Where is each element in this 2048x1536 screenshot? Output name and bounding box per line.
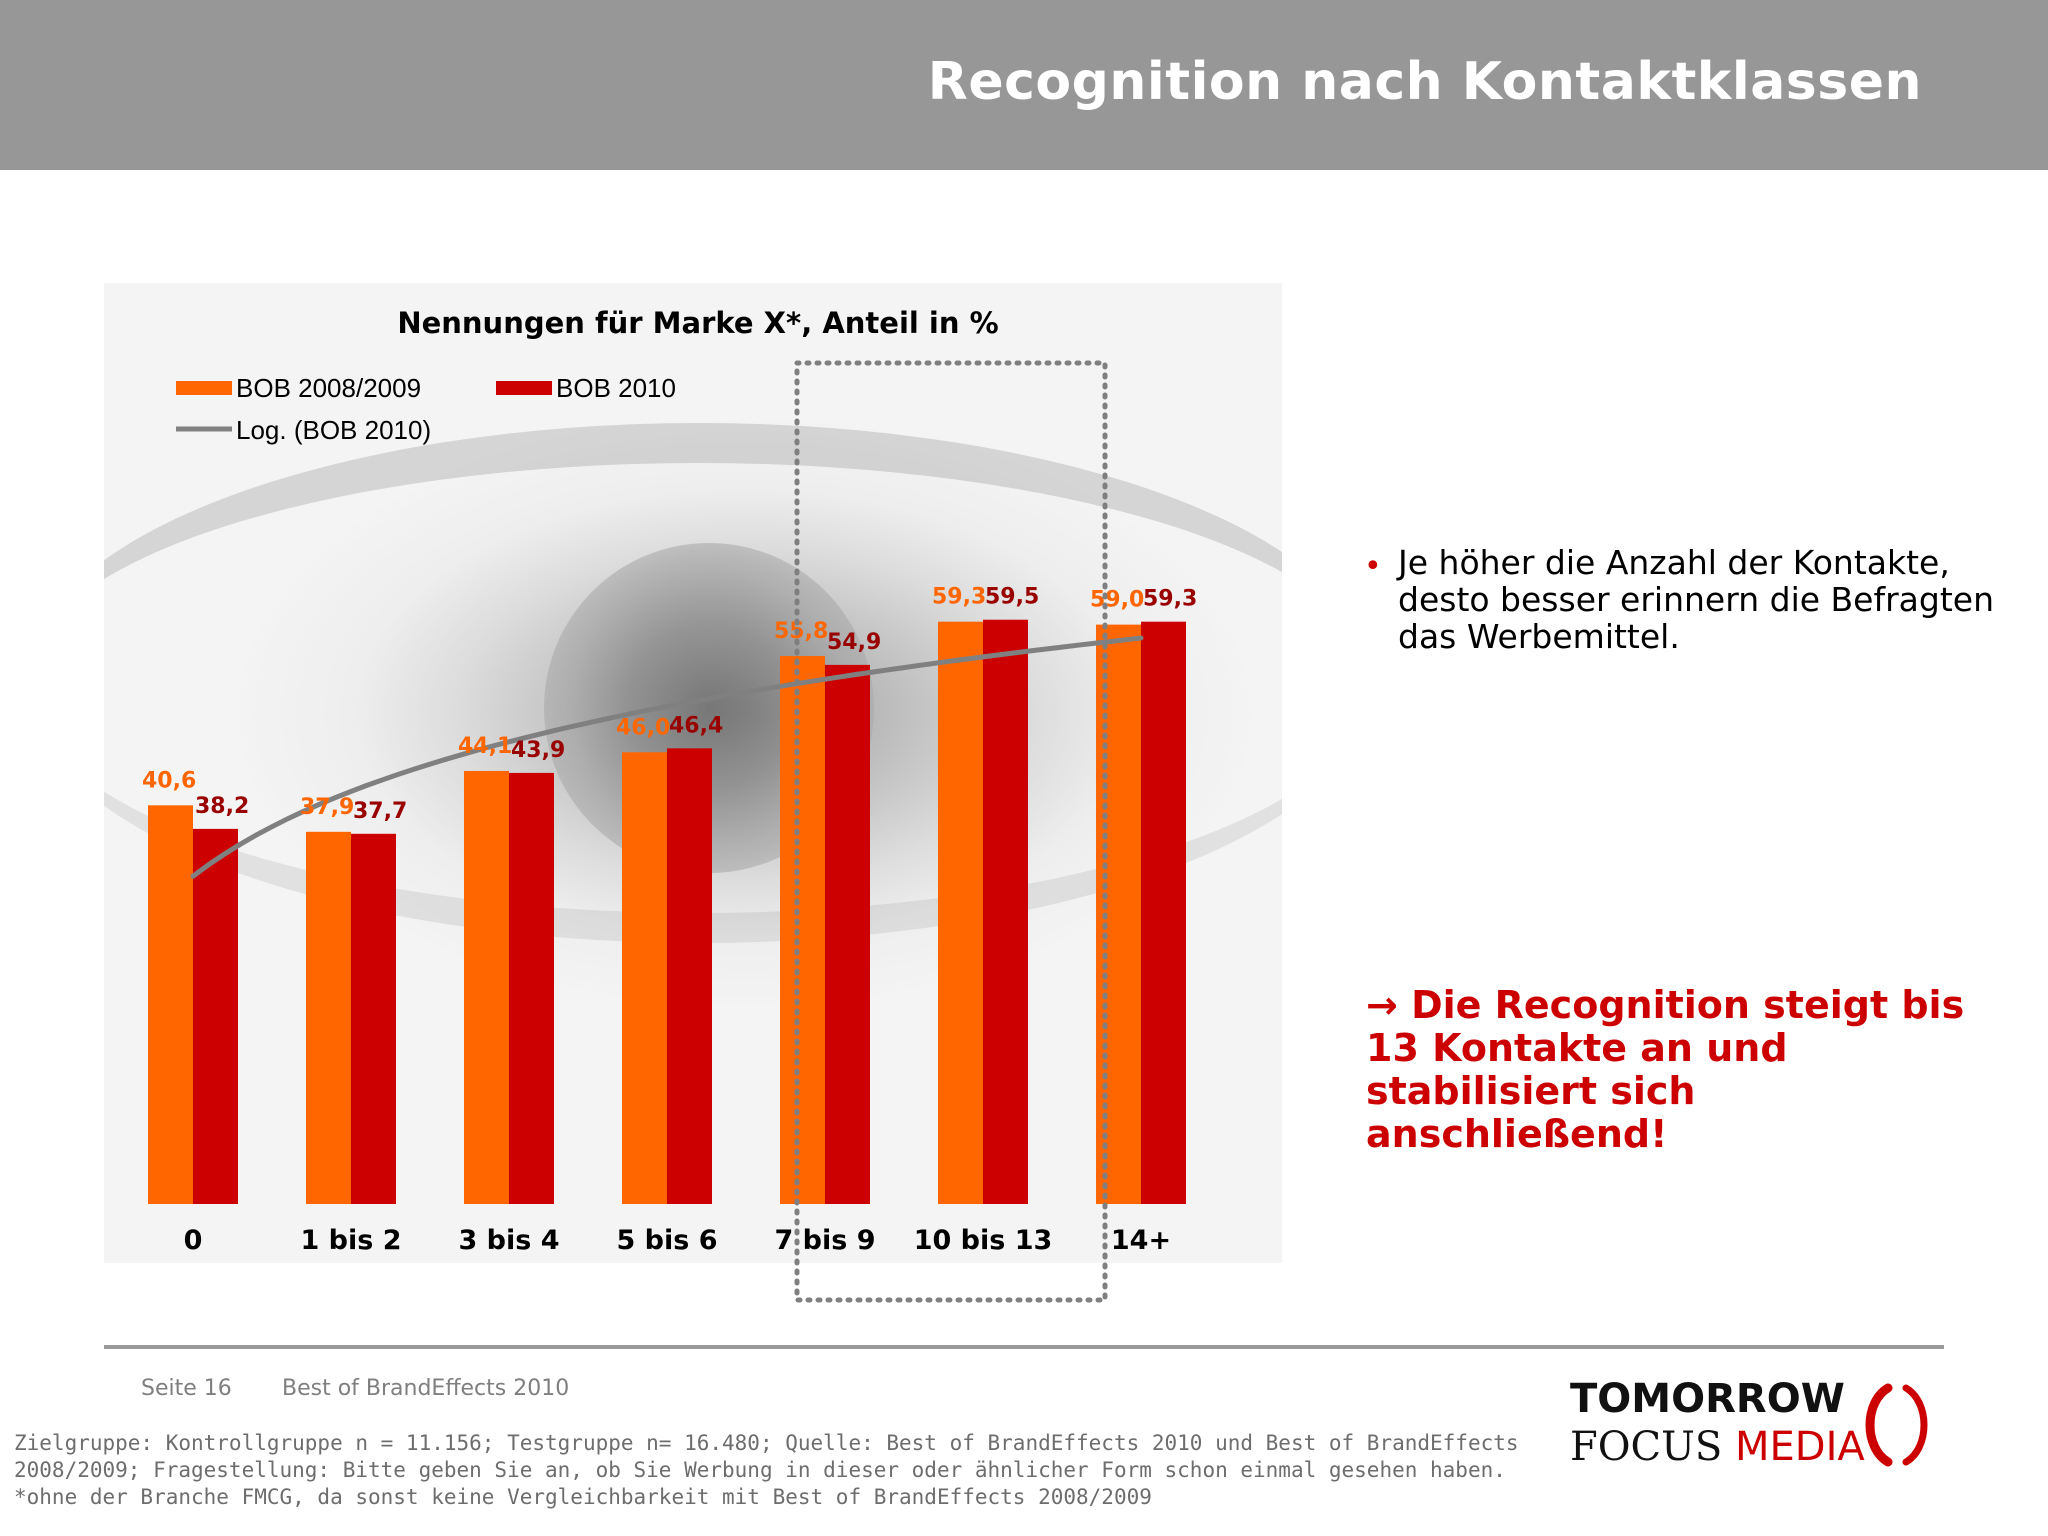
- footnote-line: 2008/2009; Fragestellung: Bitte geben Si…: [14, 1458, 1506, 1482]
- bullet-icon: •: [1364, 549, 1382, 584]
- legend-swatch-bob-2010: [496, 381, 552, 395]
- bar-bob-2010-6: [1141, 621, 1186, 1204]
- bar-bob-2008-2009-2: [464, 770, 509, 1204]
- document-title: Best of BrandEffects 2010: [282, 1376, 570, 1401]
- category-label-2: 3 bis 4: [458, 1225, 559, 1256]
- data-label-bob-2010-0: 38,2: [195, 794, 249, 819]
- legend-label-bob-2010: BOB 2010: [556, 373, 676, 403]
- bar-bob-2008-2009-6: [1096, 624, 1141, 1204]
- bar-bob-2010-3: [667, 748, 712, 1204]
- page-number: Seite 16: [141, 1376, 232, 1401]
- recognition-chart: Nennungen für Marke X*, Anteil in % BOB …: [142, 306, 1197, 1256]
- header-bar: Recognition nach Kontaktklassen: [0, 0, 2048, 170]
- conclusion-text: Die Recognition steigt bis 13 Kontakte a…: [1366, 983, 1965, 1156]
- bar-bob-2010-1: [351, 833, 396, 1204]
- category-label-5: 10 bis 13: [914, 1225, 1053, 1256]
- bar-bob-2008-2009-3: [622, 752, 667, 1204]
- bullet-point: • Je höher die Anzahl der Kontakte, dest…: [1362, 544, 2002, 655]
- data-label-bob-2010-2: 43,9: [511, 738, 565, 763]
- data-label-bob-2008-2009-4: 55,8: [774, 619, 828, 644]
- logo-line-1: TOMORROW: [1570, 1376, 1845, 1422]
- data-label-bob-2008-2009-0: 40,6: [142, 768, 196, 793]
- legend: BOB 2008/2009 BOB 2010 Log. (BOB 2010): [176, 373, 676, 445]
- chart-title: Nennungen für Marke X*, Anteil in %: [397, 306, 998, 340]
- bar-bob-2008-2009-4: [780, 656, 825, 1204]
- footer-divider: [104, 1345, 1944, 1349]
- data-label-bob-2010-4: 54,9: [827, 630, 881, 655]
- bar-bob-2008-2009-1: [306, 831, 351, 1204]
- arrow-right-icon: →: [1366, 983, 1398, 1027]
- category-label-3: 5 bis 6: [616, 1225, 717, 1256]
- data-label-bob-2010-5: 59,5: [985, 585, 1039, 610]
- data-label-bob-2008-2009-3: 46,0: [616, 715, 670, 740]
- data-label-bob-2010-6: 59,3: [1143, 587, 1197, 612]
- data-label-bob-2010-3: 46,4: [669, 713, 723, 738]
- data-label-bob-2008-2009-2: 44,1: [458, 734, 512, 759]
- bullet-text: Je höher die Anzahl der Kontakte, desto …: [1398, 543, 1994, 656]
- footnote-line: Zielgruppe: Kontrollgruppe n = 11.156; T…: [14, 1431, 1519, 1455]
- category-label-1: 1 bis 2: [300, 1225, 401, 1256]
- footnote-line: *ohne der Branche FMCG, da sonst keine V…: [14, 1485, 1152, 1509]
- tomorrow-focus-media-logo: TOMORROW FOCUS MEDIA: [1568, 1376, 1948, 1476]
- legend-label-bob-2008-2009: BOB 2008/2009: [236, 373, 421, 403]
- data-label-bob-2010-1: 37,7: [353, 799, 407, 824]
- bar-bob-2008-2009-0: [148, 805, 193, 1204]
- bar-bob-2010-2: [509, 772, 554, 1204]
- logo-word-media: MEDIA: [1734, 1424, 1865, 1470]
- category-label-4: 7 bis 9: [774, 1225, 875, 1256]
- category-labels: 0 1 bis 2 3 bis 4 5 bis 6 7 bis 9 10 bis 13 14…: [184, 1225, 1172, 1256]
- legend-label-trendline: Log. (BOB 2010): [236, 415, 431, 445]
- data-label-bob-2008-2009-6: 59,0: [1090, 588, 1144, 613]
- chart-panel: Nennungen für Marke X*, Anteil in % BOB …: [104, 283, 1282, 1263]
- bar-bob-2010-4: [825, 664, 870, 1204]
- conclusion-callout: → Die Recognition steigt bis 13 Kontakte…: [1366, 984, 2006, 1156]
- bar-bob-2010-0: [193, 828, 238, 1204]
- bar-bob-2008-2009-5: [938, 621, 983, 1204]
- bar-bob-2010-5: [983, 619, 1028, 1204]
- logo-brackets-icon: [1865, 1383, 1928, 1467]
- footnote: Zielgruppe: Kontrollgruppe n = 11.156; T…: [14, 1430, 1519, 1511]
- data-label-bob-2008-2009-5: 59,3: [932, 585, 986, 610]
- logo-line-2: FOCUS MEDIA: [1570, 1424, 1865, 1470]
- legend-swatch-bob-2008-2009: [176, 381, 232, 395]
- data-label-bob-2008-2009-1: 37,9: [300, 795, 354, 820]
- category-label-6: 14+: [1111, 1225, 1171, 1256]
- category-label-0: 0: [184, 1225, 203, 1256]
- logo-word-focus: FOCUS: [1570, 1424, 1723, 1470]
- page-title: Recognition nach Kontaktklassen: [927, 52, 1922, 112]
